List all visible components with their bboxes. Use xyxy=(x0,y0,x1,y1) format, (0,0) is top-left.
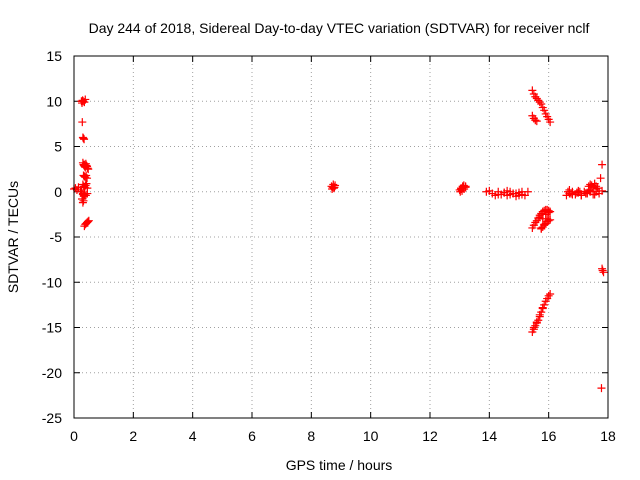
x-tick-labels: 0 2 4 6 8 10 12 14 16 18 xyxy=(70,428,616,444)
data-point xyxy=(590,190,599,199)
y-tick-label: -10 xyxy=(42,274,62,290)
y-axis-title: SDTVAR / TECUs xyxy=(5,181,21,293)
y-tick-labels: -25 -20 -15 -10 -5 0 5 10 15 xyxy=(42,48,62,426)
y-tick-label: 5 xyxy=(54,139,62,155)
data-point xyxy=(509,189,518,198)
data-point xyxy=(596,174,605,183)
x-tick-label: 10 xyxy=(363,428,379,444)
x-tick-label: 2 xyxy=(129,428,137,444)
x-tick-label: 18 xyxy=(600,428,616,444)
data-point xyxy=(546,118,555,127)
chart-title: Day 244 of 2018, Sidereal Day-to-day VTE… xyxy=(89,20,590,36)
data-point xyxy=(543,214,552,223)
data-point xyxy=(531,218,540,227)
data-point xyxy=(78,118,87,127)
y-tick-label: -15 xyxy=(42,320,62,336)
x-axis-title: GPS time / hours xyxy=(286,457,393,473)
data-point xyxy=(503,186,512,195)
data-point xyxy=(544,208,553,217)
y-tick-label: 10 xyxy=(46,93,62,109)
data-point xyxy=(574,186,583,195)
data-point xyxy=(79,196,88,205)
data-point xyxy=(81,173,90,182)
y-tick-label: -5 xyxy=(50,229,63,245)
x-tick-label: 8 xyxy=(307,428,315,444)
data-point xyxy=(80,135,89,144)
x-tick-label: 0 xyxy=(70,428,78,444)
data-point xyxy=(531,116,540,125)
data-point xyxy=(566,189,575,198)
data-point xyxy=(78,194,87,203)
data-point xyxy=(575,187,584,196)
data-point xyxy=(529,323,538,332)
x-tick-label: 14 xyxy=(482,428,498,444)
data-point xyxy=(577,191,586,200)
data-point xyxy=(83,189,92,198)
data-point xyxy=(459,183,468,192)
data-point xyxy=(83,218,92,227)
data-point xyxy=(534,316,543,325)
data-point xyxy=(565,185,574,194)
data-point xyxy=(494,190,503,199)
data-point xyxy=(538,303,547,312)
data-point xyxy=(592,182,601,191)
data-point xyxy=(597,384,606,393)
data-point xyxy=(535,310,544,319)
plot-border xyxy=(73,55,609,419)
y-tick-label: -25 xyxy=(42,410,62,426)
x-tick-label: 12 xyxy=(422,428,438,444)
data-point xyxy=(593,184,602,193)
data-point xyxy=(458,186,467,195)
data-point xyxy=(535,98,544,107)
data-point xyxy=(79,97,88,106)
data-point xyxy=(84,216,93,225)
data-point xyxy=(77,185,86,194)
y-tick-label: 0 xyxy=(54,184,62,200)
data-point xyxy=(537,99,546,108)
data-point xyxy=(330,183,339,192)
data-point xyxy=(81,191,90,200)
y-tick-label: -20 xyxy=(42,365,62,381)
data-point xyxy=(81,95,90,104)
x-tick-label: 16 xyxy=(541,428,557,444)
data-point xyxy=(598,186,607,195)
data-point xyxy=(598,264,607,273)
x-tick-label: 4 xyxy=(189,428,197,444)
data-point xyxy=(540,220,549,229)
data-point xyxy=(546,290,555,299)
data-point xyxy=(515,191,523,200)
data-point xyxy=(568,190,577,199)
data-point xyxy=(82,179,91,188)
data-points xyxy=(70,86,608,393)
data-point xyxy=(544,216,553,225)
data-point xyxy=(532,117,541,126)
data-point xyxy=(546,207,555,216)
data-point xyxy=(84,165,93,174)
data-point xyxy=(598,160,607,169)
data-point xyxy=(544,291,553,300)
data-point xyxy=(540,106,549,115)
grid xyxy=(74,56,608,418)
data-point xyxy=(599,268,608,277)
x-tick-label: 6 xyxy=(248,428,256,444)
data-point xyxy=(528,86,537,95)
y-tick-label: 15 xyxy=(46,48,62,64)
data-point xyxy=(83,217,92,226)
data-point xyxy=(532,318,541,327)
